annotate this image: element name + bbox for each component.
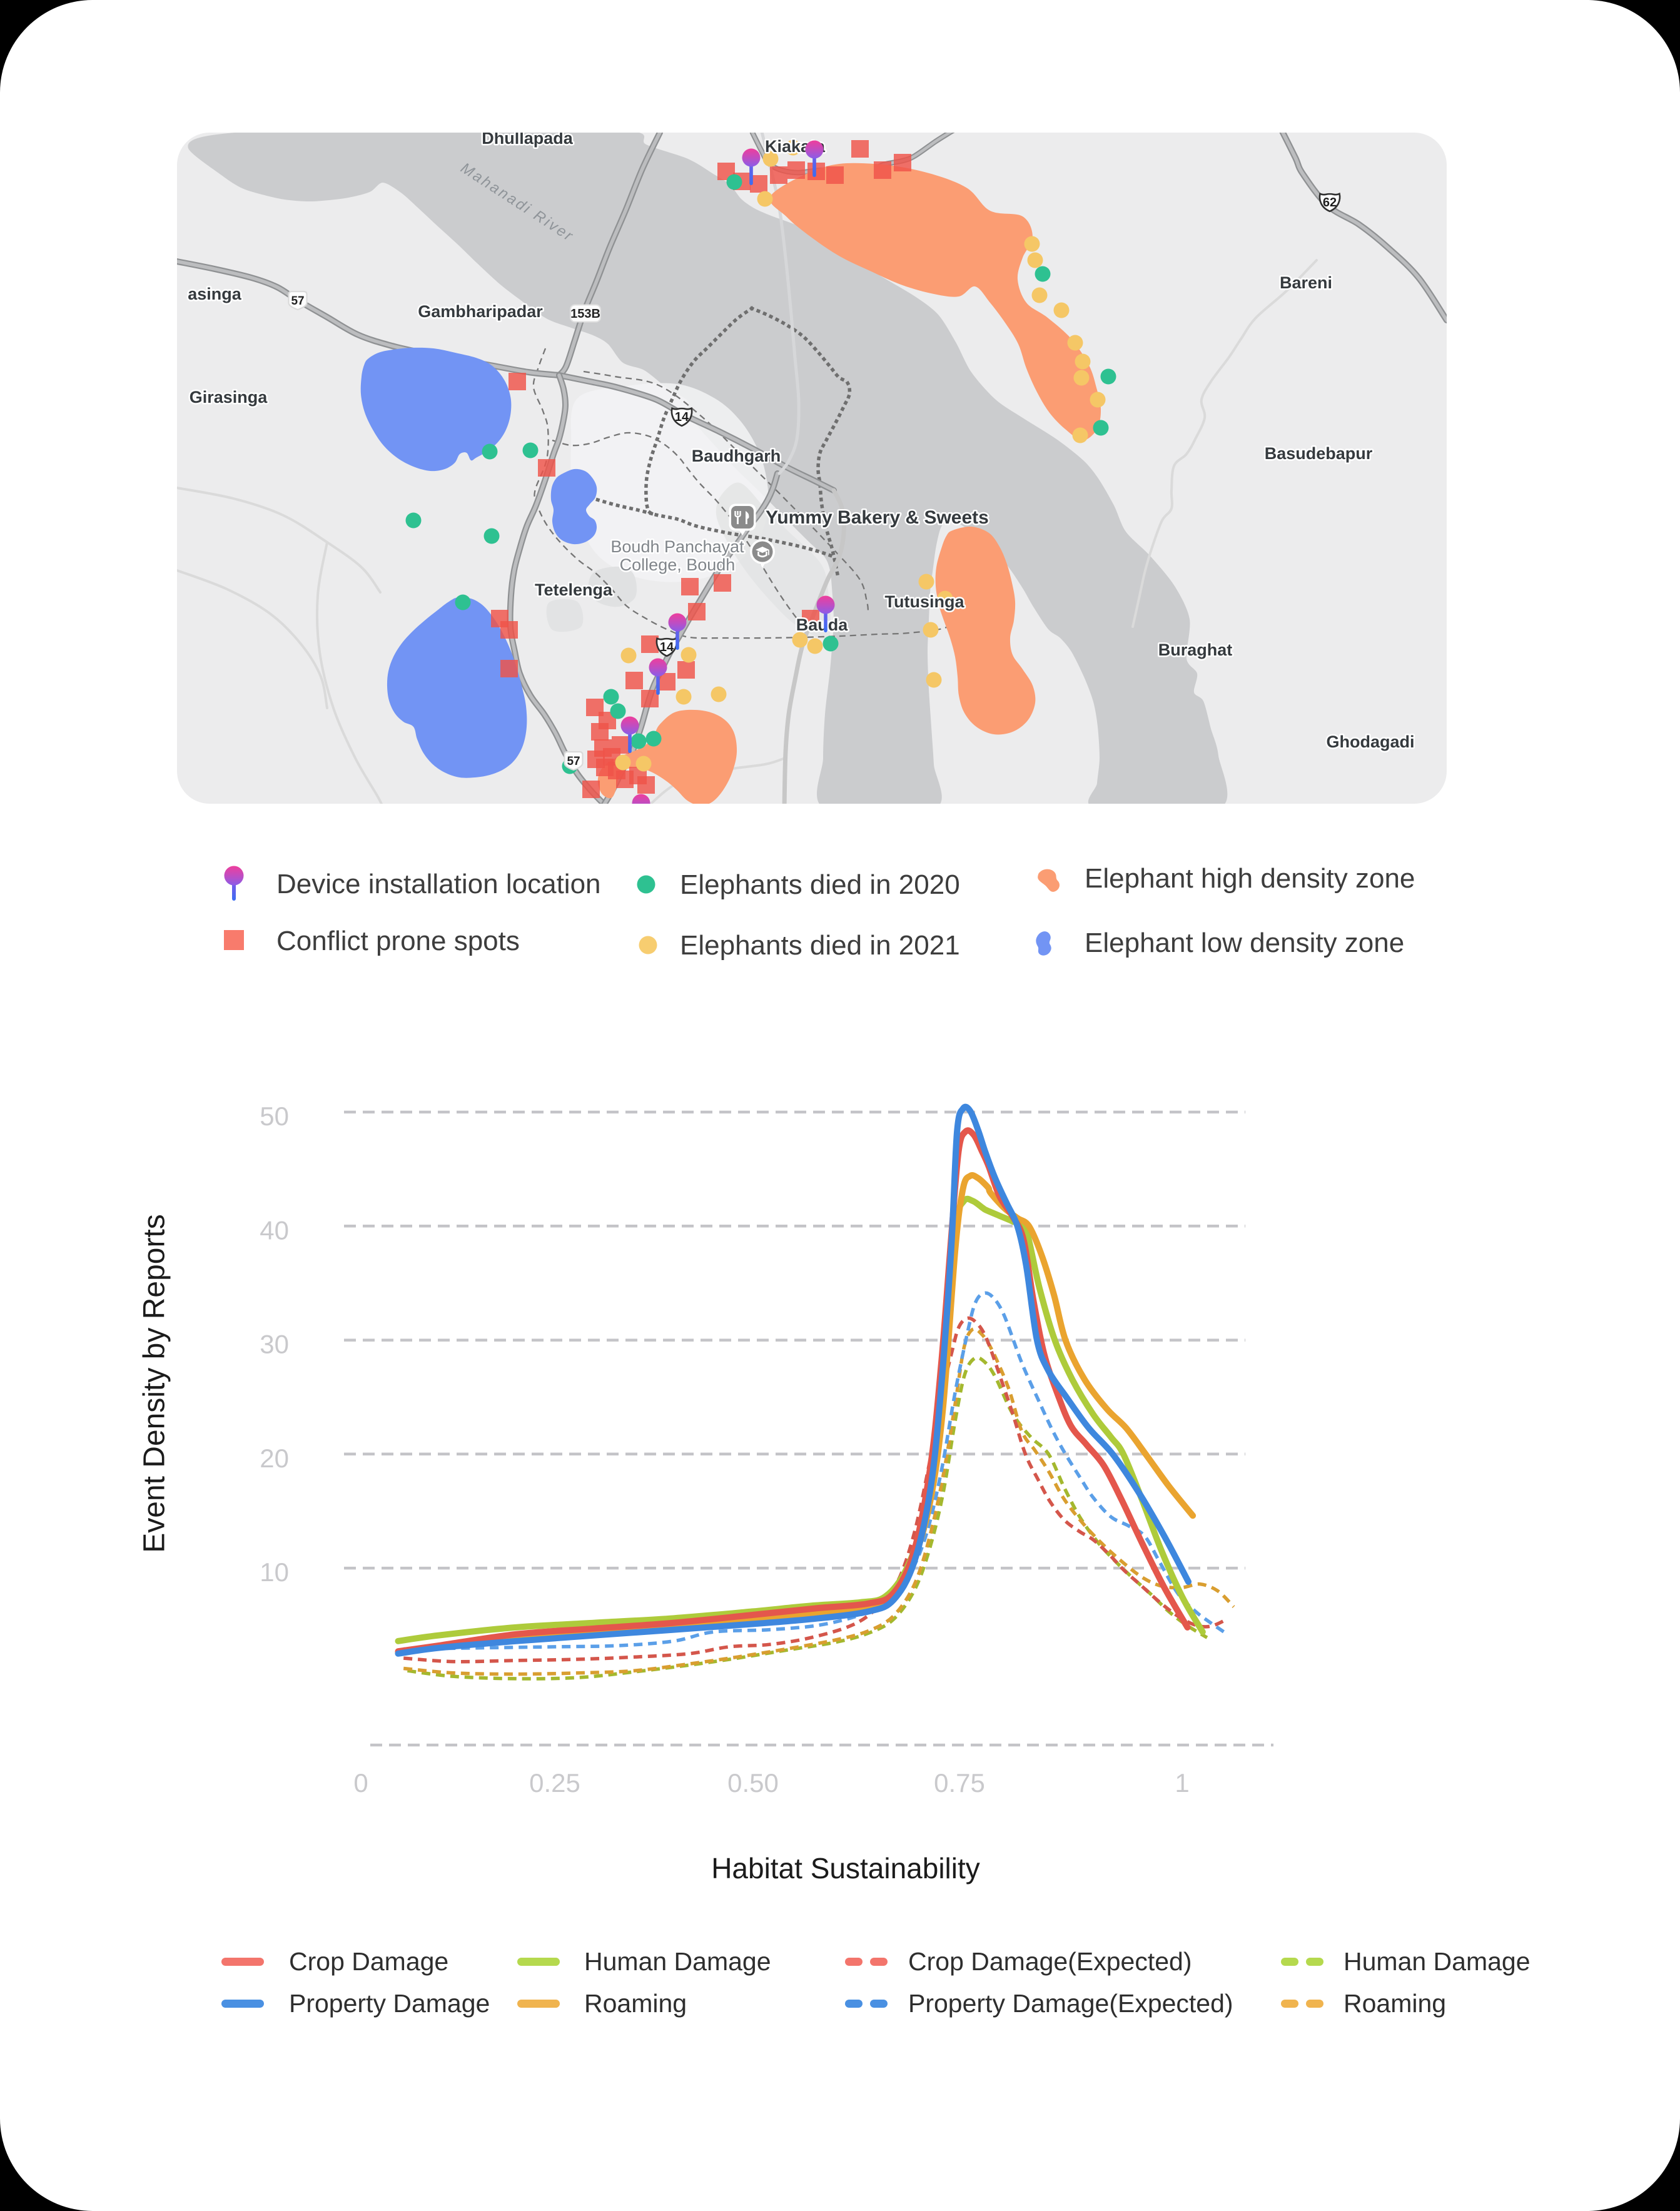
svg-text:Habitat Sustainability: Habitat Sustainability — [711, 1852, 980, 1885]
svg-text:1: 1 — [1175, 1768, 1189, 1798]
svg-text:20: 20 — [260, 1444, 289, 1473]
svg-text:Girasinga: Girasinga — [190, 388, 268, 407]
svg-text:14: 14 — [675, 410, 689, 424]
svg-text:14: 14 — [660, 640, 674, 654]
svg-text:50: 50 — [260, 1101, 289, 1131]
svg-text:30: 30 — [260, 1330, 289, 1359]
svg-text:57: 57 — [291, 295, 304, 308]
svg-text:57: 57 — [567, 755, 580, 768]
svg-text:0.50: 0.50 — [727, 1768, 779, 1798]
svg-text:0.75: 0.75 — [934, 1768, 985, 1798]
svg-text:10: 10 — [260, 1557, 289, 1587]
svg-text:Tetelenga: Tetelenga — [535, 580, 613, 599]
svg-text:62: 62 — [1323, 196, 1337, 210]
svg-text:153B: 153B — [570, 307, 600, 321]
svg-text:Dhullapada: Dhullapada — [482, 133, 574, 148]
svg-text:Baudhgarh: Baudhgarh — [692, 447, 781, 465]
svg-text:Gambharipadar: Gambharipadar — [418, 302, 543, 321]
svg-text:College, Boudh: College, Boudh — [620, 555, 736, 574]
svg-text:Boudh Panchayat: Boudh Panchayat — [610, 537, 744, 556]
svg-text:Bareni: Bareni — [1280, 273, 1332, 292]
svg-text:asinga: asinga — [188, 285, 242, 303]
svg-text:Ghodagadi: Ghodagadi — [1327, 732, 1415, 751]
svg-text:0: 0 — [353, 1768, 368, 1798]
svg-text:40: 40 — [260, 1215, 289, 1245]
svg-text:Event Density by Reports: Event Density by Reports — [138, 1214, 171, 1553]
svg-text:Yummy Bakery & Sweets: Yummy Bakery & Sweets — [766, 507, 989, 528]
svg-text:Basudebapur: Basudebapur — [1265, 444, 1373, 463]
svg-text:0.25: 0.25 — [529, 1768, 580, 1798]
svg-text:Buraghat: Buraghat — [1158, 640, 1233, 659]
svg-text:Tutusinga: Tutusinga — [885, 592, 965, 611]
svg-text:Bauda: Bauda — [796, 615, 849, 634]
